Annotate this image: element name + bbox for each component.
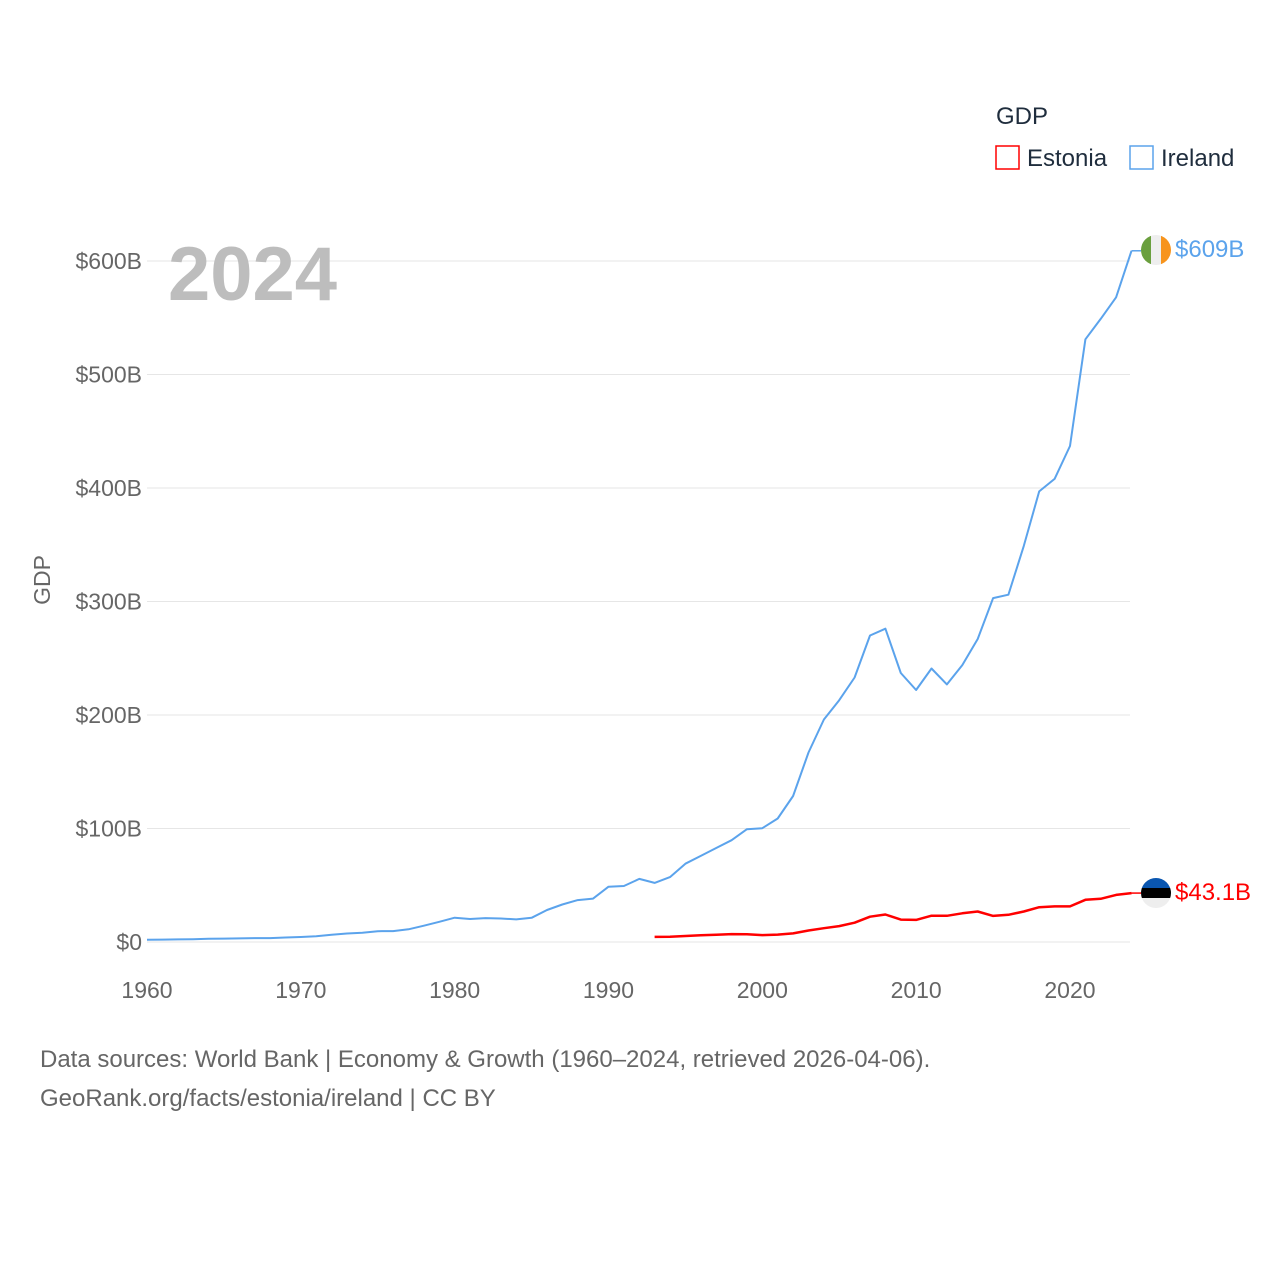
y-tick-label: $300B (75, 589, 142, 615)
legend-title: GDP (996, 103, 1048, 130)
ireland-flag-icon (1141, 235, 1171, 265)
source-line-1: Data sources: World Bank | Economy & Gro… (40, 1046, 931, 1073)
source-line-2[interactable]: GeoRank.org/facts/estonia/ireland | CC B… (40, 1085, 496, 1112)
y-tick-label: $200B (75, 702, 142, 728)
x-tick-label: 2010 (891, 977, 942, 1003)
legend-label-ireland[interactable]: Ireland (1161, 145, 1234, 172)
y-tick-label: $100B (75, 816, 142, 842)
series-line-estonia[interactable] (654, 891, 1132, 939)
legend: GDP Estonia Ireland (995, 103, 1234, 172)
y-tick-label: $600B (75, 248, 142, 274)
x-tick-label: 1990 (583, 977, 634, 1003)
y-tick-label: $0 (116, 929, 142, 955)
legend-label-estonia[interactable]: Estonia (1027, 145, 1108, 172)
legend-swatch-estonia[interactable] (995, 145, 1020, 170)
year-watermark: 2024 (168, 232, 337, 317)
ireland-end-label: $609B (1175, 236, 1244, 263)
y-axis-label: GDP (29, 555, 55, 605)
x-tick-label: 1970 (275, 977, 326, 1003)
x-tick-label: 2020 (1044, 977, 1095, 1003)
x-tick-label: 1960 (121, 977, 172, 1003)
y-tick-label: $500B (75, 362, 142, 388)
legend-swatch-ireland[interactable] (1129, 145, 1154, 170)
estonia-end-label: $43.1B (1175, 879, 1251, 906)
x-tick-label: 2000 (737, 977, 788, 1003)
y-tick-label: $400B (75, 475, 142, 501)
estonia-flag-icon (1141, 878, 1171, 908)
x-tick-label: 1980 (429, 977, 480, 1003)
series-line-ireland[interactable] (146, 250, 1133, 941)
